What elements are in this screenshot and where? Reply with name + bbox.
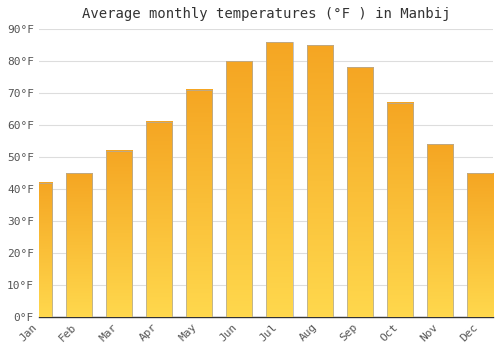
Bar: [346, 68, 372, 317]
Bar: [106, 150, 132, 317]
Bar: [467, 173, 493, 317]
Bar: [266, 42, 292, 317]
Bar: [387, 103, 413, 317]
Bar: [186, 90, 212, 317]
Bar: [226, 61, 252, 317]
Bar: [146, 122, 172, 317]
Bar: [427, 144, 453, 317]
Bar: [306, 45, 332, 317]
Title: Average monthly temperatures (°F ) in Manbij: Average monthly temperatures (°F ) in Ma…: [82, 7, 450, 21]
Bar: [66, 173, 92, 317]
Bar: [26, 182, 52, 317]
